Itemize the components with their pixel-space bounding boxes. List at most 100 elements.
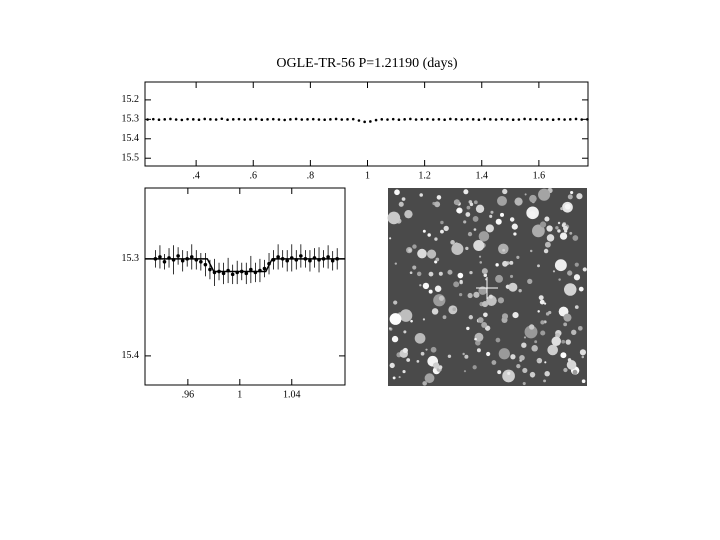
star [497,195,507,206]
star [566,360,577,370]
data-point [374,118,378,122]
data-point [346,118,349,121]
star [581,355,585,359]
data-point [311,117,315,121]
star [434,237,438,241]
data-point [454,118,458,121]
star [544,361,547,364]
star [394,189,400,196]
data-point [169,117,172,121]
star [465,212,471,217]
y-tick-label: 15.3 [122,253,140,264]
star [573,274,581,281]
data-point [308,258,312,263]
star [543,248,549,254]
star [442,315,447,320]
x-tick-label: 1.4 [475,170,488,181]
star [565,339,571,345]
data-point [500,117,504,121]
star [540,330,546,336]
star [560,352,567,359]
star [478,255,482,258]
star [567,358,572,362]
data-point [220,117,224,121]
data-point [523,117,526,121]
data-point [409,117,412,121]
y-tick-label: 15.4 [122,350,140,361]
star [491,360,497,365]
star [497,297,505,304]
star [546,225,553,232]
star [559,232,568,240]
star [485,224,494,233]
plot-frame [144,81,589,167]
star [498,348,510,360]
star [574,262,579,267]
star [544,241,551,248]
star [558,278,561,281]
star [422,381,427,386]
x-tick-label: 1 [237,389,242,400]
data-point [254,117,258,121]
star [578,286,584,292]
data-point [208,267,212,272]
star [453,281,460,288]
data-point [162,259,167,264]
star [547,344,558,356]
data-point [335,257,340,261]
data-point [185,257,190,261]
star [472,216,479,222]
star [538,188,551,201]
star [546,234,555,242]
star [476,348,481,353]
data-point [391,117,395,121]
data-point [563,118,566,121]
data-point [340,118,344,121]
data-point [386,118,389,121]
star [463,220,467,224]
data-point [197,118,201,122]
star [483,312,488,318]
star [519,355,525,361]
star [579,349,586,356]
data-point [540,118,544,121]
star [468,315,474,320]
data-point [235,270,240,275]
star [557,221,561,225]
data-point [191,118,195,121]
y-tick-label: 15.3 [122,114,140,125]
star [488,294,493,299]
data-point [326,255,330,259]
star [416,271,422,277]
data-point [194,258,199,262]
star [431,308,439,315]
star [560,207,564,211]
star [462,352,465,356]
star [552,270,556,273]
star [469,270,473,275]
data-point [397,118,401,122]
data-point [312,256,317,260]
star [425,348,428,351]
star [557,229,561,233]
data-point [221,271,226,276]
data-point [214,118,218,121]
data-point [146,118,149,121]
star [516,255,520,259]
star [474,337,477,341]
data-point [317,258,321,262]
star [495,263,499,267]
star [399,309,413,322]
star [463,189,469,195]
data-point [330,258,335,263]
star [422,282,430,290]
data-point [489,118,492,121]
star [451,242,464,255]
data-point [403,118,406,121]
star [410,319,413,323]
star [507,371,511,376]
data-point [262,266,267,271]
star [464,354,469,359]
data-point [529,118,532,121]
data-point [323,118,326,122]
